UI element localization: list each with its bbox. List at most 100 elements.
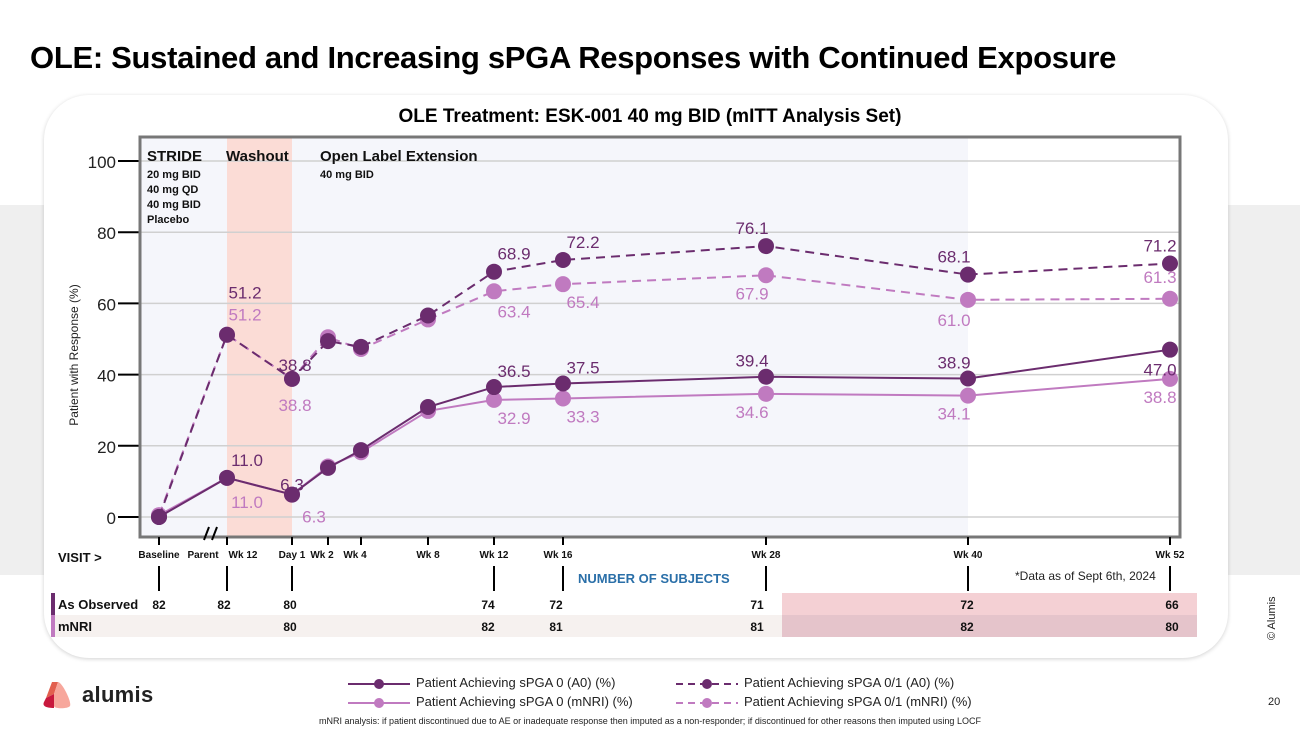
data-point <box>1162 370 1178 387</box>
x-tick-label: Baseline <box>138 550 180 561</box>
data-point <box>486 379 502 396</box>
region-sublabel: 40 mg BID <box>320 169 374 181</box>
data-point <box>960 266 976 283</box>
table-cell: 71 <box>750 598 764 612</box>
data-point <box>555 251 571 268</box>
region-sublabel: 40 mg BID <box>147 199 201 211</box>
data-point <box>219 326 235 343</box>
data-label: 34.1 <box>937 405 970 424</box>
table-row-label: mNRI <box>58 619 92 634</box>
data-label: 39.4 <box>735 352 768 371</box>
data-label: 11.0 <box>231 493 263 512</box>
data-point <box>353 338 369 355</box>
table-cell: 74 <box>481 598 495 612</box>
data-label: 38.9 <box>937 354 970 373</box>
data-point <box>320 459 336 476</box>
page-number: 20 <box>1268 696 1281 708</box>
table-cell: 82 <box>152 598 166 612</box>
data-point <box>151 509 167 525</box>
data-point <box>758 368 774 385</box>
plot-frame <box>138 135 1182 539</box>
data-label: 6.3 <box>302 508 326 527</box>
data-point <box>486 283 502 300</box>
data-label: 37.5 <box>566 359 599 378</box>
data-point <box>1162 255 1178 272</box>
data-label: 47.0 <box>1143 361 1176 380</box>
x-axis-label: VISIT > <box>58 550 102 565</box>
legend-marker-solid-dark <box>348 678 410 689</box>
data-point <box>758 267 774 284</box>
data-label: 71.2 <box>1143 237 1176 256</box>
copyright: © Alumis <box>1266 596 1278 640</box>
region-sublabel: 40 mg QD <box>147 184 198 196</box>
data-label: 67.9 <box>735 284 768 303</box>
y-tick-label: 0 <box>107 509 116 528</box>
region-label: Open Label Extension <box>320 148 478 165</box>
data-point <box>555 375 571 392</box>
alumis-logo-icon <box>43 682 71 709</box>
data-point <box>420 307 436 324</box>
legend-label: Patient Achieving sPGA 0/1 (mNRI) (%) <box>744 694 972 709</box>
data-label: 38.8 <box>278 356 311 375</box>
table-cell: 81 <box>549 620 563 634</box>
data-label: 65.4 <box>566 293 599 312</box>
axis-break <box>211 526 218 541</box>
table-cell: 82 <box>481 620 495 634</box>
data-point <box>1162 341 1178 358</box>
y-tick-label: 40 <box>97 367 116 386</box>
x-tick-label: Parent <box>187 550 219 561</box>
region-label: STRIDE <box>147 148 202 165</box>
x-tick-label: Day 1 <box>279 550 306 561</box>
region-label: Washout <box>226 148 289 165</box>
x-tick-label: Wk 12 <box>480 550 509 561</box>
region-sublabel: Placebo <box>147 214 189 226</box>
data-label: 34.6 <box>735 403 768 422</box>
data-point <box>486 263 502 280</box>
data-point <box>420 398 436 415</box>
data-point <box>219 469 235 486</box>
y-tick-label: 100 <box>88 153 116 172</box>
row-indicator <box>51 615 55 637</box>
table-highlight <box>782 615 1197 637</box>
data-label: 61.0 <box>937 311 970 330</box>
table-cell: 82 <box>960 620 974 634</box>
legend-marker-dashed-dark <box>676 678 738 689</box>
y-tick-label: 60 <box>97 295 116 314</box>
x-tick-label: Wk 2 <box>310 550 334 561</box>
data-label: 51.2 <box>228 306 261 325</box>
table-title: NUMBER OF SUBJECTS <box>578 571 730 586</box>
x-tick-label: Wk 4 <box>343 550 367 561</box>
data-label: 61.3 <box>1143 268 1176 287</box>
data-point <box>960 291 976 308</box>
data-label: 76.1 <box>735 219 768 238</box>
legend-label: Patient Achieving sPGA 0 (A0) (%) <box>416 675 616 690</box>
data-point <box>960 370 976 387</box>
slide-title: OLE: Sustained and Increasing sPGA Respo… <box>30 40 1117 75</box>
data-point <box>284 370 300 387</box>
data-point <box>284 486 300 503</box>
x-tick-label: Wk 40 <box>954 550 983 561</box>
legend-label: Patient Achieving sPGA 0 (mNRI) (%) <box>416 694 633 709</box>
series-line-2 <box>158 245 1171 518</box>
table-cell: 80 <box>1165 620 1179 634</box>
x-tick-label: Wk 16 <box>544 550 573 561</box>
data-label: 72.2 <box>566 233 599 252</box>
legend-item-mnri-solid: Patient Achieving sPGA 0 (mNRI) (%) <box>348 694 633 709</box>
legend-label: Patient Achieving sPGA 0/1 (A0) (%) <box>744 675 955 690</box>
region-sublabel: 20 mg BID <box>147 169 201 181</box>
table-cell: 72 <box>549 598 563 612</box>
data-label: 36.5 <box>497 362 530 381</box>
x-tick-label: Wk 52 <box>1156 550 1185 561</box>
data-label: 32.9 <box>497 409 530 428</box>
legend-item-mnri-dashed: Patient Achieving sPGA 0/1 (mNRI) (%) <box>676 694 972 709</box>
chart-title: OLE Treatment: ESK-001 40 mg BID (mITT A… <box>398 106 902 127</box>
axis-break <box>203 526 210 541</box>
table-row-label: As Observed <box>58 597 138 612</box>
table-cell: 82 <box>217 598 231 612</box>
table-cell: 81 <box>750 620 764 634</box>
brand-name: alumis <box>82 682 154 707</box>
table-cell: 72 <box>960 598 974 612</box>
data-label: 38.8 <box>278 396 311 415</box>
footnote: mNRI analysis: if patient discontinued d… <box>319 716 981 726</box>
